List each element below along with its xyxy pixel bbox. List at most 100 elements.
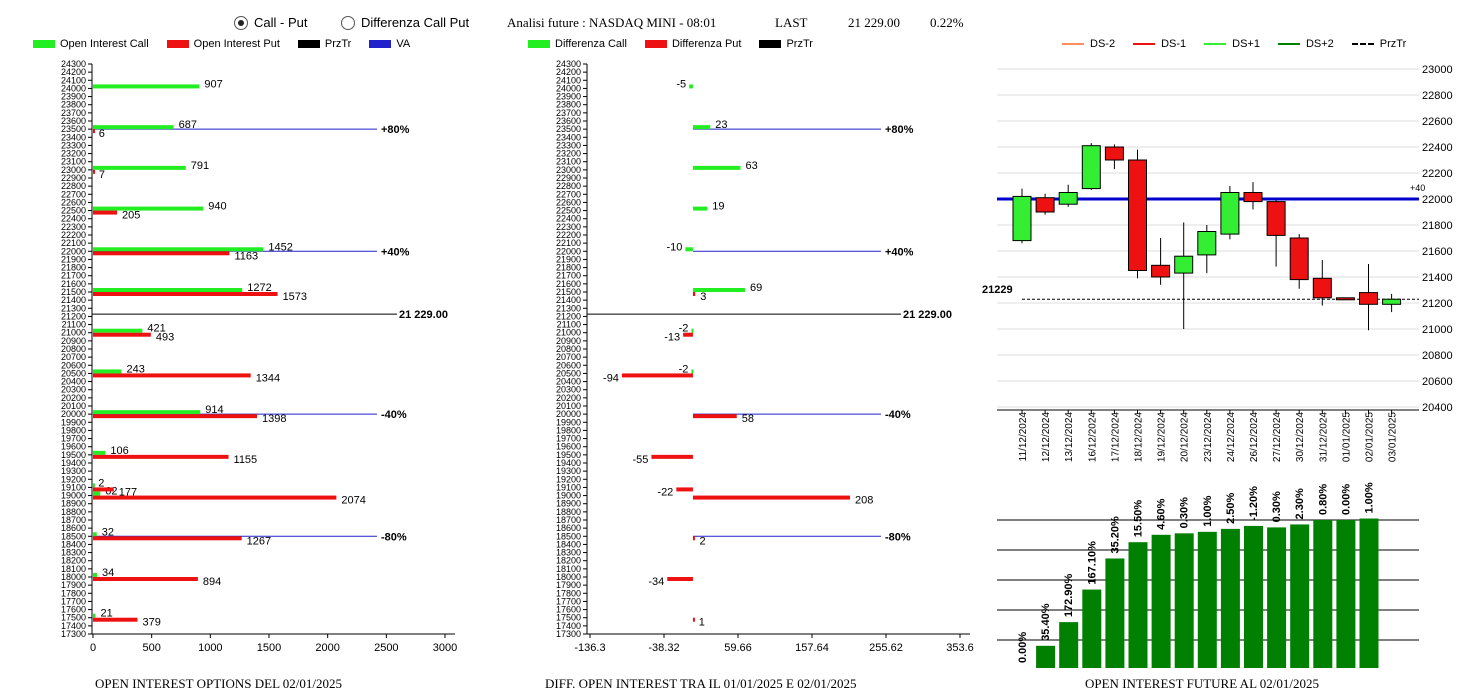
y-tick-label-diff: 22300 [556,222,581,232]
y-tick-label-oi: 18100 [61,564,86,574]
legend-line-prz [1351,43,1374,45]
legend-swatch-diff-put [644,40,667,48]
y-tick-label-oi: 23800 [61,100,86,110]
analysis-title: Analisi future : NASDAQ MINI - 08:01 [507,15,717,30]
y-tick-label-diff: 20300 [556,385,581,395]
call-bar-oi [93,206,204,211]
call-bar-diff [692,125,711,130]
y-tick-label-oi: 23500 [61,124,86,134]
y-tick-label-diff: 18200 [556,556,581,566]
put-value-label-oi: 6 [99,128,105,140]
call-bar-oi [93,369,122,374]
y-tick-label-oi: 20000 [61,409,86,419]
y-tick-label-diff: 21200 [556,311,581,321]
candle-y-tick-label: 21600 [1422,246,1453,258]
radio-differenza[interactable]: Differenza Call Put [341,15,469,30]
oi-future-bar [1336,520,1356,668]
put-bar-oi [93,332,151,337]
y-tick-label-diff: 22400 [556,214,581,224]
put-bar-oi [93,169,95,174]
y-tick-label-diff: 21500 [556,287,581,297]
last-label: LAST [775,15,808,30]
legend-item-ds1: DS+1 [1204,38,1260,50]
y-tick-label-oi: 20200 [61,393,86,403]
oi-future-value-label: 0.30% [1271,491,1283,522]
y-tick-label-oi: 21600 [61,279,86,289]
footer-future: OPEN INTEREST FUTURE AL 02/01/2025 [1085,676,1320,691]
x-tick-label-diff: 255.62 [869,642,903,654]
call-bar-oi [93,483,95,488]
put-value-label-oi: 7 [99,169,105,181]
call-value-label-diff: 63 [746,160,758,172]
x-tick-label-diff: -136.3 [574,642,605,654]
call-value-label-oi: 2 [98,477,104,489]
x-tick-label-oi: 3000 [433,642,457,654]
candle-body [1012,195,1032,242]
y-tick-label-diff: 18500 [556,531,581,541]
y-tick-label-diff: 19500 [556,450,581,460]
radio-call-put[interactable]: Call - Put [234,15,307,30]
last-price-label-diff: 21 229.00 [903,309,952,321]
y-tick-label-oi: 21200 [61,311,86,321]
y-tick-label-diff: 21600 [556,279,581,289]
oi-future-bar [1174,533,1194,668]
y-tick-label-oi: 21300 [61,303,86,313]
candle-body [1220,192,1240,235]
y-tick-label-oi: 18500 [61,531,86,541]
y-tick-label-diff: 21700 [556,271,581,281]
y-tick-label-oi: 23900 [61,92,86,102]
call-bar-oi [93,328,143,333]
header-bar: Call - Put Differenza Call Put Analisi f… [0,8,1462,36]
candle-y-tick-label: 22400 [1422,142,1453,154]
y-tick-label-diff: 23000 [556,165,581,175]
candle-y-tick-label: 22800 [1422,90,1453,102]
y-tick-label-oi: 23400 [61,132,86,142]
y-tick-label-oi: 19600 [61,442,86,452]
candle-date-label: 27/12/2024 [1272,412,1283,462]
call-bar-oi [93,125,174,130]
call-bar-diff [692,165,741,170]
put-bar-oi [93,495,337,500]
call-value-label-diff: -2 [679,323,689,335]
legend-label-put: Open Interest Put [193,38,280,50]
put-value-label-diff: 58 [742,413,754,425]
call-bar-oi [93,450,106,455]
put-value-label-diff: -22 [657,486,673,498]
call-bar-diff [692,206,708,211]
oi-future-bar [1290,524,1310,668]
call-value-label-oi: 1452 [268,241,292,253]
y-tick-label-diff: 22100 [556,238,581,248]
oi-future-value-label: 35.20% [1109,516,1121,554]
put-bar-diff [651,454,693,459]
candle-date-label: 23/12/2024 [1203,412,1214,462]
call-bar-oi [93,247,264,252]
legend-label-ds1: DS+1 [1232,38,1260,50]
oi-future-value-label: 0.80% [1317,484,1329,515]
x-tick-label-oi: 500 [142,642,160,654]
candle-y-tick-label: 21200 [1422,298,1453,310]
oi-future-value-label: 1.00% [1202,495,1214,526]
y-tick-label-oi: 20600 [61,360,86,370]
y-tick-label-oi: 19400 [61,458,86,468]
level-label-oi: -40% [381,409,407,421]
y-tick-label-oi: 22800 [61,181,86,191]
put-value-label-oi: 1398 [262,413,286,425]
call-value-label-oi: 106 [110,445,128,457]
candle-date-label: 12/12/2024 [1041,412,1052,462]
legend-item-call: Open Interest Call [33,38,149,50]
legend-label-diff-call: Differenza Call [555,38,627,50]
last-change: 0.22% [930,15,964,30]
y-tick-label-diff: 20700 [556,352,581,362]
y-tick-label-oi: 20400 [61,377,86,387]
y-tick-label-diff: 23900 [556,92,581,102]
last-price-label-oi: 21 229.00 [399,309,448,321]
x-tick-label-oi: 2000 [315,642,339,654]
legend-label-diff-put: Differenza Put [671,38,742,50]
y-tick-label-oi: 17600 [61,605,86,615]
y-tick-label-oi: 24100 [61,75,86,85]
level-label-oi: +40% [381,246,410,258]
y-tick-label-oi: 17500 [61,613,86,623]
candle-date-label: 31/12/2024 [1318,412,1329,462]
y-tick-label-diff: 20400 [556,377,581,387]
legend-label-prz3: PrzTr [1379,38,1407,50]
